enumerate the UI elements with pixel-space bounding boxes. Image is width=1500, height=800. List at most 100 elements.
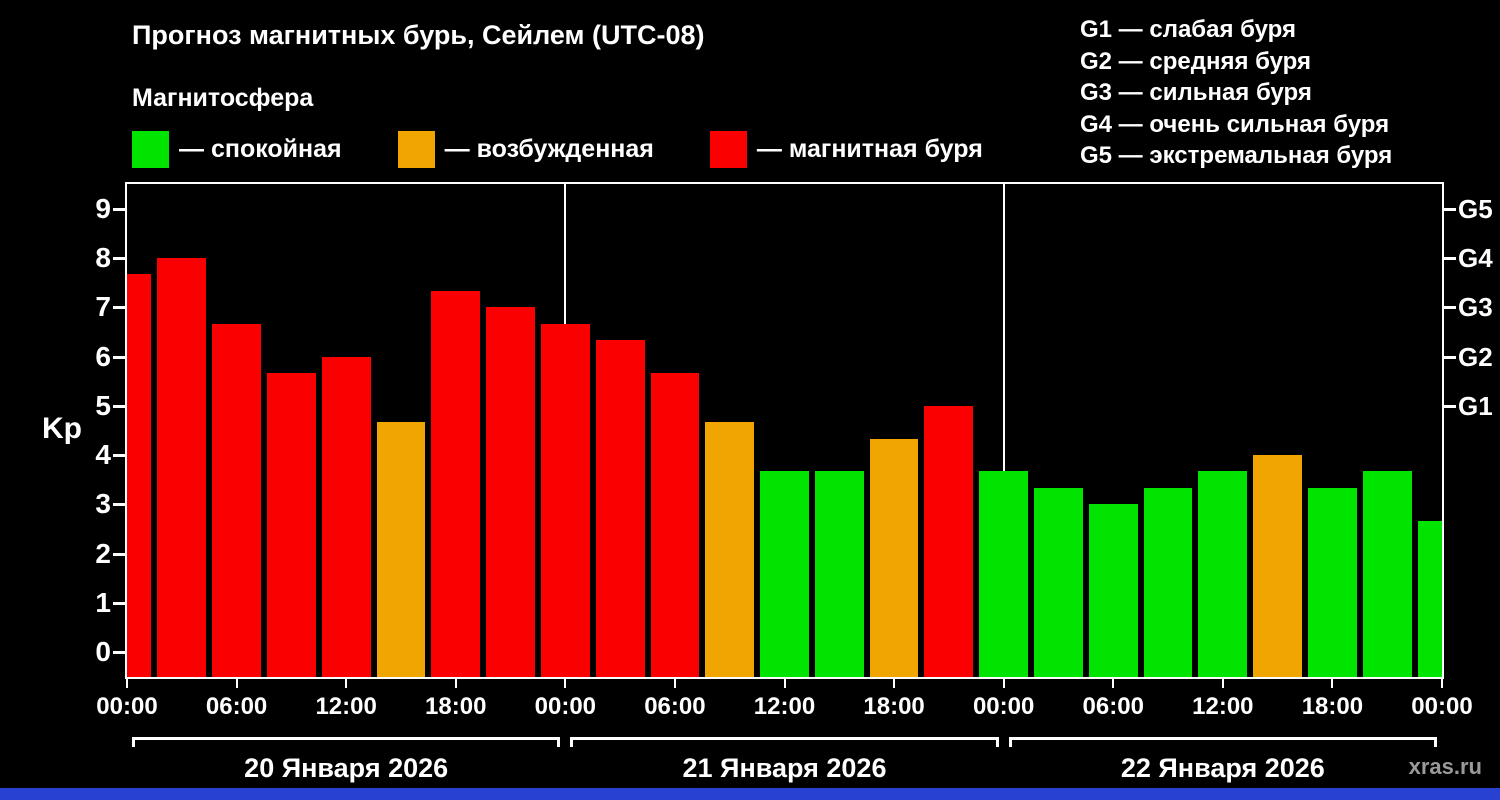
x-tick-mark <box>345 679 348 688</box>
kp-bar <box>212 323 261 677</box>
x-tick-mark <box>1002 679 1005 688</box>
day-bracket <box>132 737 561 747</box>
y-tick-label: 6 <box>95 340 111 372</box>
kp-bar <box>705 422 755 677</box>
g-legend-line-g4: G4 — очень сильная буря <box>1080 110 1390 138</box>
x-tick-mark <box>1221 679 1224 688</box>
y-tick-mark <box>113 207 125 211</box>
x-tick-label: 12:00 <box>753 693 816 720</box>
y-tick-label: 0 <box>95 636 111 668</box>
g-tick-mark <box>1444 256 1456 260</box>
g-legend-line-g5: G5 — экстремальная буря <box>1080 142 1393 169</box>
plot-area: 0 1 2 3 4 5 6 7 8 9 G1 G2 G3 G4 G5 00:00 06:00 12:00 18:00… <box>95 182 1493 783</box>
legend-item-storm: — магнитная буря <box>709 131 983 168</box>
kp-bar <box>540 323 590 677</box>
x-tick-label: 12:00 <box>315 693 377 720</box>
kp-bar <box>321 356 371 677</box>
y-axis-title: Kp <box>42 412 82 445</box>
day-bracket <box>1008 737 1437 747</box>
x-tick-label: 06:00 <box>205 693 268 720</box>
kp-bar <box>760 471 809 677</box>
day-label: 20 Января 2026 <box>244 753 449 783</box>
page-title: Прогноз магнитных бурь, Сейлем (UTC-08) <box>132 20 705 50</box>
magnetosphere-subtitle: Магнитосфера <box>132 84 314 112</box>
kp-bar <box>924 405 974 677</box>
kp-bar <box>814 471 864 677</box>
x-tick-mark <box>1112 679 1115 688</box>
kp-bar <box>486 307 535 677</box>
y-tick-label: 4 <box>95 439 111 471</box>
kp-bar <box>1417 520 1442 677</box>
kp-bar <box>157 257 207 677</box>
x-tick-label: 06:00 <box>644 693 706 720</box>
g-scale-legend: G1 — слабая буря G2 — средняя буря G3 — … <box>1080 14 1392 172</box>
x-tick-mark <box>893 679 896 688</box>
storm-color-swatch <box>709 131 747 168</box>
excited-label: — возбужденная <box>444 135 654 163</box>
x-tick-label: 18:00 <box>1301 693 1364 720</box>
y-tick-label: 3 <box>95 488 111 520</box>
x-tick-mark <box>454 679 457 688</box>
y-tick-mark <box>113 602 125 606</box>
kp-bar <box>1088 504 1138 677</box>
kp-bar <box>1253 455 1302 677</box>
day-boundary-line <box>1002 184 1005 677</box>
kp-bar <box>1143 488 1193 677</box>
legend-item-excited: — возбужденная <box>397 131 654 168</box>
kp-bar <box>1034 488 1083 677</box>
x-tick-mark <box>673 679 676 688</box>
day-label: 22 Января 2026 <box>1120 753 1325 783</box>
kp-bar <box>431 290 481 677</box>
x-tick-mark <box>126 679 128 688</box>
x-tick-label: 06:00 <box>1082 693 1144 720</box>
g-legend-line-g2: G2 — средняя буря <box>1080 47 1311 75</box>
x-tick-mark <box>1331 679 1334 688</box>
storm-label: — магнитная буря <box>756 135 983 163</box>
kp-bar <box>1308 488 1357 677</box>
x-tick-label: 00:00 <box>972 693 1035 720</box>
g-tick-label: G3 <box>1458 292 1493 323</box>
g-tick-label: G5 <box>1458 193 1493 224</box>
x-tick-label: 18:00 <box>425 693 487 720</box>
kp-bar <box>266 372 316 677</box>
g-tick-label: G1 <box>1458 390 1493 421</box>
x-tick-label: 00:00 <box>534 693 597 720</box>
g-tick-label: G4 <box>1458 242 1493 273</box>
kp-bar <box>1362 471 1412 677</box>
y-tick-label: 1 <box>95 587 111 619</box>
watermark: xras.ru <box>1408 754 1482 779</box>
g-tick-mark <box>1444 355 1456 359</box>
kp-bar <box>376 422 426 677</box>
y-tick-label: 9 <box>95 192 111 224</box>
x-tick-label: 12:00 <box>1192 693 1254 720</box>
kp-bar <box>979 471 1029 677</box>
g-tick-mark <box>1444 404 1456 408</box>
calm-label: — спокойная <box>179 135 342 163</box>
y-tick-mark <box>113 552 125 556</box>
kp-bar <box>127 274 152 677</box>
x-tick-mark <box>1441 679 1443 688</box>
g-tick-mark <box>1444 306 1456 310</box>
calm-color-swatch <box>132 131 169 168</box>
kp-bar <box>595 340 645 677</box>
magnetosphere-legend: — спокойная — возбужденная — магнитная б… <box>132 131 983 168</box>
g-legend-line-g3: G3 — сильная буря <box>1080 79 1312 106</box>
y-tick-mark <box>113 256 125 260</box>
kp-bar <box>1198 471 1248 677</box>
g-tick-mark <box>1444 207 1456 211</box>
footer-strip <box>0 788 1500 800</box>
x-tick-mark <box>783 679 786 688</box>
excited-color-swatch <box>397 131 435 168</box>
y-tick-mark <box>113 404 125 408</box>
x-tick-label: 00:00 <box>1411 693 1473 720</box>
y-tick-mark <box>113 503 125 507</box>
kp-bar <box>869 438 919 677</box>
y-tick-label: 7 <box>95 291 111 323</box>
y-tick-mark <box>113 454 125 458</box>
y-tick-label: 2 <box>95 537 111 569</box>
y-tick-mark <box>113 355 125 359</box>
x-tick-label: 00:00 <box>96 693 158 720</box>
y-tick-label: 8 <box>95 241 111 273</box>
g-tick-label: G2 <box>1458 341 1493 372</box>
